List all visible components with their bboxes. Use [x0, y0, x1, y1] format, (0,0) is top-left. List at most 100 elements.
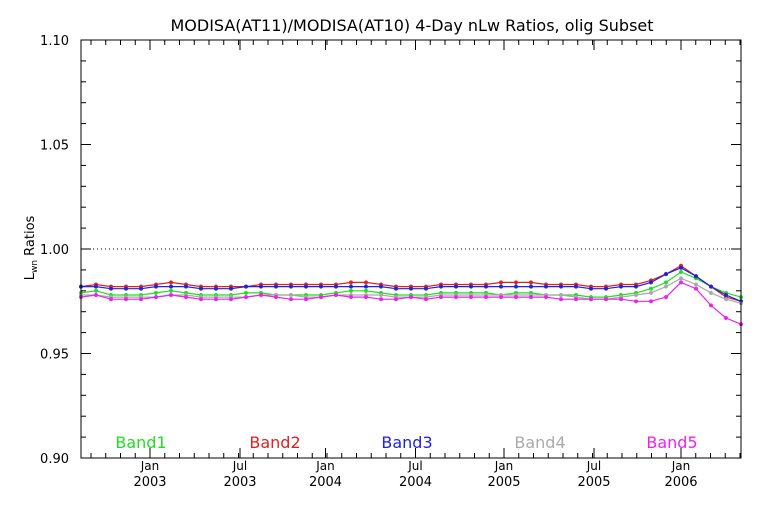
x-tick-label-year: 2003 [223, 475, 256, 490]
data-point [153, 284, 159, 289]
data-point [333, 284, 339, 289]
data-point [378, 292, 384, 298]
x-tick-label-month: Jan [494, 459, 514, 473]
data-point [243, 295, 249, 300]
data-point [708, 284, 714, 289]
data-point [558, 284, 564, 289]
data-point [153, 290, 159, 295]
data-point [363, 288, 369, 293]
y-tick-label: 1.10 [40, 34, 69, 49]
data-point [288, 297, 294, 302]
y-tick-label: 0.90 [40, 452, 69, 467]
data-point [213, 297, 219, 302]
data-point [483, 284, 489, 289]
data-point [198, 286, 204, 291]
legend-entry-band2: Band2 [249, 433, 300, 452]
data-point [453, 284, 459, 289]
data-point [528, 295, 534, 300]
data-point [213, 286, 219, 291]
data-point [273, 295, 279, 300]
x-tick-label-year: 2003 [133, 475, 166, 490]
data-point [543, 284, 549, 289]
data-point [648, 280, 654, 285]
data-point [528, 284, 534, 289]
data-point [663, 284, 669, 289]
data-point [573, 284, 579, 289]
x-tick-label-month: Jan [671, 459, 691, 473]
data-point [588, 297, 594, 302]
data-point [663, 280, 669, 285]
x-tick-label-year: 2004 [399, 475, 432, 490]
data-point [618, 297, 624, 302]
data-point [348, 280, 354, 285]
y-axis-label: Lwn Ratios [23, 215, 40, 280]
y-tick-label: 1.00 [40, 243, 69, 258]
data-point [708, 290, 714, 295]
data-point [723, 292, 729, 298]
data-point [288, 284, 294, 289]
data-point [513, 280, 519, 285]
data-point [678, 276, 684, 281]
data-point [168, 288, 174, 293]
data-point [498, 284, 504, 289]
data-point [513, 295, 519, 300]
data-point [333, 292, 339, 298]
data-point [243, 290, 249, 295]
data-point [363, 284, 369, 289]
data-point [453, 295, 459, 300]
data-point [273, 284, 279, 289]
x-tick-label-month: Jul [407, 459, 422, 473]
data-point [513, 284, 519, 289]
plot-area: 0.90 0.95 1.00 1.05 1.10 Jan 2003 Jul 2003 Jan 200… [40, 34, 744, 490]
data-point [468, 295, 474, 300]
data-point [423, 286, 429, 291]
x-tick-label-year: 2005 [487, 475, 520, 490]
data-point [363, 295, 369, 300]
data-point [93, 288, 99, 293]
data-point [558, 297, 564, 302]
data-point [618, 284, 624, 289]
y-axis-label-rest: Ratios [23, 215, 38, 260]
data-point [153, 295, 159, 300]
data-point [408, 286, 414, 291]
data-point [498, 280, 504, 285]
data-point [633, 292, 639, 298]
x-tick-label-month: Jan [315, 459, 335, 473]
x-tick-label-year: 2006 [664, 475, 697, 490]
data-point [543, 295, 549, 300]
data-point [183, 295, 189, 300]
data-point [348, 284, 354, 289]
legend-entry-band5: Band5 [646, 433, 697, 452]
data-point [678, 269, 684, 275]
y-tick-label: 0.95 [40, 348, 69, 363]
data-point [288, 292, 294, 298]
data-point [363, 280, 369, 285]
data-point [558, 292, 564, 298]
data-point [663, 272, 669, 277]
legend-entry-band3: Band3 [381, 433, 432, 452]
data-point [483, 295, 489, 300]
chart-title: MODISA(AT11)/MODISA(AT10) 4-Day nLw Rati… [170, 16, 653, 35]
data-point [168, 292, 174, 298]
data-point [108, 297, 114, 302]
data-point [498, 295, 504, 300]
legend-entry-band1: Band1 [115, 433, 166, 452]
data-point [228, 297, 234, 302]
data-point [93, 284, 99, 289]
data-point [528, 280, 534, 285]
data-point [648, 286, 654, 291]
data-point [318, 295, 324, 300]
data-point [678, 265, 684, 270]
x-tick-label-month: Jul [232, 459, 247, 473]
data-point [603, 286, 609, 291]
data-point [603, 297, 609, 302]
data-point [438, 295, 444, 300]
data-point [633, 299, 639, 304]
data-point [693, 286, 699, 291]
data-point [93, 292, 99, 298]
data-point [468, 284, 474, 289]
data-point [648, 299, 654, 304]
data-point [348, 295, 354, 300]
data-point [168, 284, 174, 289]
